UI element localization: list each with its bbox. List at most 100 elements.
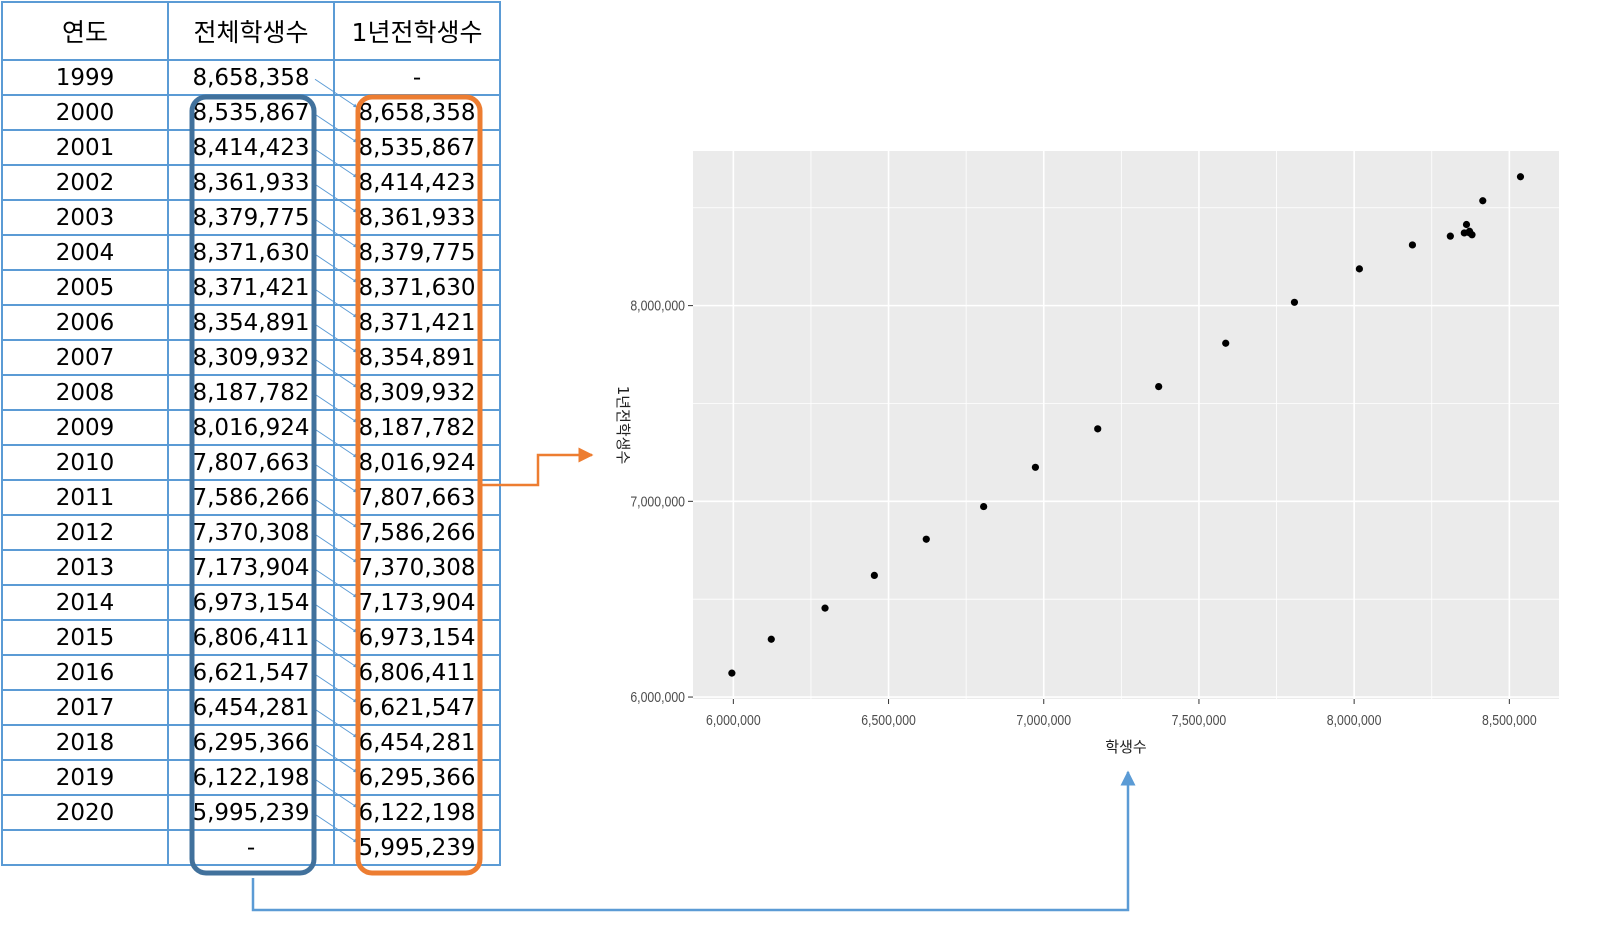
data-point <box>1446 232 1454 240</box>
cell-year: 2008 <box>1 374 169 411</box>
cell-prev-year-students: 8,658,358 <box>333 94 501 131</box>
data-point <box>728 669 736 677</box>
cell-year: 2014 <box>1 584 169 621</box>
table-row: 2014 6,973,154 7,173,904 <box>1 584 501 621</box>
y-axis-title: 1년전학생수 <box>614 386 632 465</box>
data-point <box>821 604 829 612</box>
data-point <box>1094 425 1102 433</box>
cell-year: 2004 <box>1 234 169 271</box>
data-point <box>1516 173 1525 181</box>
cell-prev-year-students: 6,122,198 <box>333 794 501 831</box>
data-point <box>1462 220 1471 229</box>
cell-total-students: 7,807,663 <box>167 444 335 481</box>
cell-prev-year-students: 6,973,154 <box>333 619 501 656</box>
table-row: 2002 8,361,933 8,414,423 <box>1 164 501 201</box>
cell-prev-year-students: - <box>333 59 501 96</box>
table-header-row: 연도 전체학생수 1년전학생수 <box>1 1 501 61</box>
table-row: 2001 8,414,423 8,535,867 <box>1 129 501 166</box>
cell-year: 2013 <box>1 549 169 586</box>
y-tick-label: 6,000,000 <box>630 689 685 705</box>
table-row: 2006 8,354,891 8,371,421 <box>1 304 501 341</box>
cell-prev-year-students: 8,354,891 <box>333 339 501 376</box>
x-tick-label: 7,500,000 <box>1172 712 1227 728</box>
cell-total-students: 8,371,630 <box>167 234 335 271</box>
cell-year: 2001 <box>1 129 169 166</box>
cell-total-students: - <box>167 829 335 866</box>
data-point <box>1222 339 1230 347</box>
data-point <box>1465 229 1474 237</box>
x-tick-label: 6,000,000 <box>706 712 761 728</box>
cell-year: 2006 <box>1 304 169 341</box>
data-points <box>728 173 1525 677</box>
cell-year: 2015 <box>1 619 169 656</box>
cell-total-students: 6,122,198 <box>167 759 335 796</box>
cell-year: 2005 <box>1 269 169 306</box>
header-year: 연도 <box>1 1 169 61</box>
cell-prev-year-students: 6,454,281 <box>333 724 501 761</box>
data-point <box>980 502 988 511</box>
table-row: 2017 6,454,281 6,621,547 <box>1 689 501 726</box>
cell-total-students: 8,379,775 <box>167 199 335 236</box>
cell-year: 2011 <box>1 479 169 516</box>
cell-year: 2003 <box>1 199 169 236</box>
minor-grid <box>693 151 1559 699</box>
table-row: 2003 8,379,775 8,361,933 <box>1 199 501 236</box>
cell-year: 2016 <box>1 654 169 691</box>
header-prev-year-students: 1년전학생수 <box>333 1 501 61</box>
plot-panel <box>693 151 1559 699</box>
scatter-chart: 6,000,000 6,500,000 7,000,000 7,500,000 8,00… <box>614 151 1559 756</box>
cell-prev-year-students: 7,807,663 <box>333 479 501 516</box>
cell-year: 2002 <box>1 164 169 201</box>
cell-prev-year-students: 5,995,239 <box>333 829 501 866</box>
cell-year: 2020 <box>1 794 169 831</box>
cell-prev-year-students: 6,295,366 <box>333 759 501 796</box>
table-row: 2009 8,016,924 8,187,782 <box>1 409 501 446</box>
cell-total-students: 8,016,924 <box>167 409 335 446</box>
cell-total-students: 7,586,266 <box>167 479 335 516</box>
table-row: -5,995,239 <box>1 829 501 866</box>
data-point <box>1155 382 1163 391</box>
table-body: 1999 8,658,358-2000 8,535,867 8,658,358 2001… <box>1 59 501 866</box>
y-tick-label: 8,000,000 <box>630 297 685 313</box>
table-row: 2016 6,621,547 6,806,411 <box>1 654 501 691</box>
cell-prev-year-students: 8,379,775 <box>333 234 501 271</box>
table-row: 2010 7,807,663 8,016,924 <box>1 444 501 481</box>
cell-total-students: 6,454,281 <box>167 689 335 726</box>
header-total-students: 전체학생수 <box>167 1 335 61</box>
x-tick-label: 7,000,000 <box>1016 712 1071 728</box>
cell-year: 2018 <box>1 724 169 761</box>
table-row: 2013 7,173,904 7,370,308 <box>1 549 501 586</box>
cell-total-students: 8,187,782 <box>167 374 335 411</box>
cell-prev-year-students: 6,621,547 <box>333 689 501 726</box>
data-point <box>1290 298 1299 306</box>
table-row: 2020 5,995,239 6,122,198 <box>1 794 501 831</box>
data-point <box>1355 265 1363 273</box>
table-row: 2008 8,187,782 8,309,932 <box>1 374 501 411</box>
x-tick-label: 8,500,000 <box>1482 712 1537 728</box>
cell-year: 2017 <box>1 689 169 726</box>
x-axis-title: 학생수 <box>1105 738 1146 756</box>
cell-total-students: 8,309,932 <box>167 339 335 376</box>
major-grid <box>693 151 1559 699</box>
cell-year: 2007 <box>1 339 169 376</box>
data-point <box>1479 197 1487 205</box>
cell-total-students: 8,658,358 <box>167 59 335 96</box>
y-axis-ticks: 6,000,000 7,000,000 8,000,000 <box>630 297 693 705</box>
cell-prev-year-students: 7,173,904 <box>333 584 501 621</box>
data-point <box>1408 241 1417 249</box>
cell-total-students: 8,414,423 <box>167 129 335 166</box>
table-row: 2011 7,586,266 7,807,663 <box>1 479 501 516</box>
cell-prev-year-students: 7,370,308 <box>333 549 501 586</box>
table-row: 2000 8,535,867 8,658,358 <box>1 94 501 131</box>
cell-prev-year-students: 8,535,867 <box>333 129 501 166</box>
cell-prev-year-students: 8,371,630 <box>333 269 501 306</box>
cell-year: 2012 <box>1 514 169 551</box>
cell-total-students: 7,173,904 <box>167 549 335 586</box>
data-point <box>870 571 878 579</box>
cell-prev-year-students: 8,309,932 <box>333 374 501 411</box>
cell-prev-year-students: 8,371,421 <box>333 304 501 341</box>
table-row: 1999 8,658,358- <box>1 59 501 96</box>
table-row: 2019 6,122,198 6,295,366 <box>1 759 501 796</box>
data-point <box>1460 229 1468 237</box>
table-row: 2018 6,295,366 6,454,281 <box>1 724 501 761</box>
